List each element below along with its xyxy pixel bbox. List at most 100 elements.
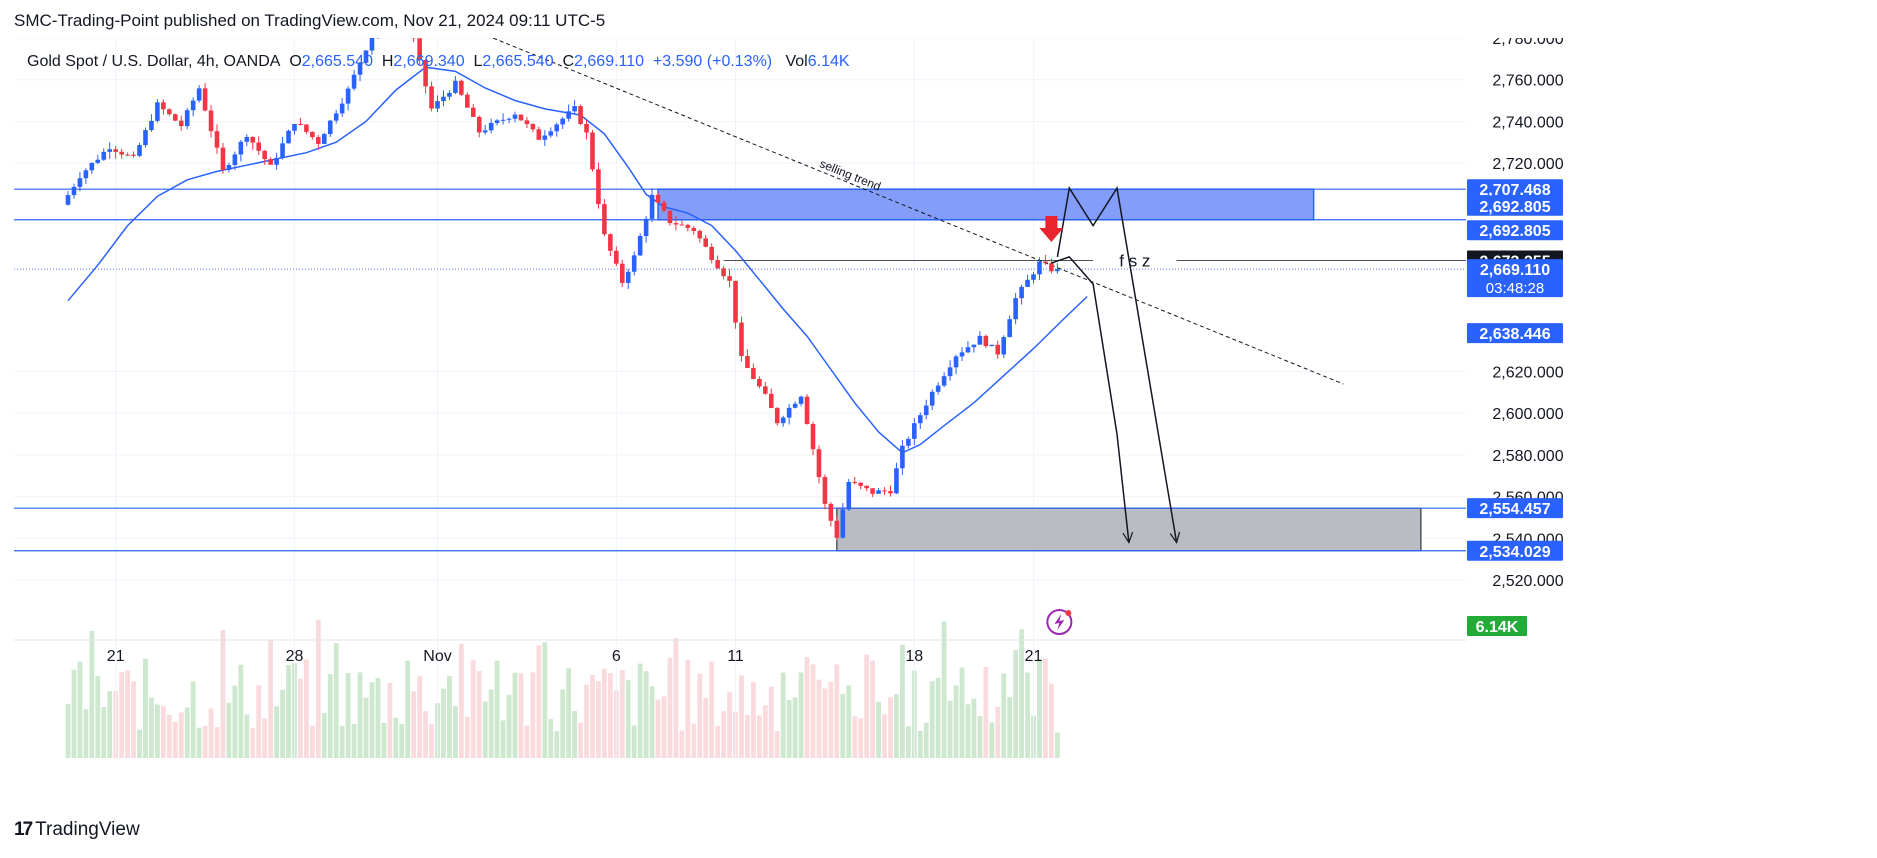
- chart-svg[interactable]: f s z selling trend 21 28 Nov 6 11 18 21 2,780.00…: [14, 11, 1877, 805]
- volume-bar: [280, 689, 285, 758]
- candle-body: [95, 159, 101, 163]
- legend-high-value: 2,669.340: [393, 53, 465, 70]
- volume-bar: [166, 714, 172, 758]
- volume-bar: [554, 731, 560, 758]
- volume-bar: [119, 672, 125, 758]
- volume-bar: [387, 682, 393, 758]
- candle-body: [530, 124, 536, 130]
- tradingview-brand[interactable]: 17 TradingView: [14, 819, 140, 841]
- candle-body: [864, 485, 869, 489]
- volume-bar: [77, 661, 83, 758]
- candle-body: [858, 482, 863, 486]
- legend-close-value: 2,669.110: [574, 53, 645, 70]
- candle-body: [768, 393, 774, 408]
- volume-bar: [315, 619, 321, 758]
- volume-bar: [941, 621, 947, 758]
- volume-bar: [661, 696, 667, 758]
- selling-trendline[interactable]: [467, 27, 1344, 385]
- volume-bar: [590, 675, 595, 758]
- projection-path-1[interactable]: [1051, 256, 1130, 543]
- candle-body: [137, 145, 142, 156]
- volume-bar: [482, 701, 488, 758]
- candle-body: [89, 162, 95, 171]
- volume-bar: [923, 722, 929, 758]
- candle-body: [292, 123, 297, 131]
- volume-bar: [83, 709, 89, 758]
- volume-bar: [381, 722, 387, 758]
- volume-bar: [375, 678, 381, 758]
- candle-body: [131, 154, 136, 156]
- volume-bar: [989, 722, 995, 758]
- candle-body: [232, 154, 238, 166]
- candle-body: [107, 149, 113, 152]
- x-tick-label: 21: [107, 648, 125, 665]
- candle-body: [727, 276, 732, 281]
- legend-high-label: H: [381, 53, 394, 70]
- candle-body: [536, 129, 542, 140]
- volume-bar: [453, 706, 458, 758]
- candle-body: [691, 227, 697, 231]
- candle-body: [792, 403, 798, 408]
- candle-body: [882, 490, 887, 492]
- candle-body: [321, 134, 327, 144]
- x-tick-label: Nov: [423, 648, 451, 665]
- price-tag-level: 2,554.457: [1479, 501, 1550, 518]
- volume-bar: [250, 728, 256, 758]
- candle-body: [316, 137, 321, 144]
- selling-trend-label: selling trend: [818, 156, 883, 193]
- volume-bar: [858, 718, 864, 758]
- volume-bar: [780, 672, 786, 758]
- candle-body: [763, 386, 768, 394]
- candle-body: [214, 131, 220, 148]
- volume-bar: [947, 700, 953, 758]
- candle-body: [369, 35, 375, 51]
- volume-bar: [339, 725, 345, 758]
- legend-low-label: L: [473, 53, 483, 70]
- supply-zone[interactable]: [657, 188, 1315, 221]
- volume-bar: [965, 704, 971, 758]
- projection-path-2[interactable]: [1056, 186, 1178, 543]
- y-tick-label: 2,520.000: [1492, 573, 1563, 590]
- price-tag-level: 2,707.468: [1479, 182, 1550, 199]
- volume-bar: [953, 685, 959, 758]
- volume-bar: [566, 668, 572, 758]
- candle-body: [101, 151, 107, 160]
- candle-body: [250, 136, 256, 143]
- candle-body: [971, 344, 977, 348]
- legend-symbol[interactable]: Gold Spot / U.S. Dollar, 4h, OANDA: [27, 53, 281, 70]
- candle-body: [524, 120, 530, 125]
- volume-bar: [530, 672, 536, 758]
- candle-body: [554, 124, 560, 132]
- demand-zone[interactable]: [836, 507, 1422, 552]
- volume-bar: [220, 629, 226, 758]
- projection-arrowhead: [1169, 531, 1181, 544]
- candle-body: [614, 250, 619, 264]
- volume-bar: [405, 660, 411, 758]
- volume-bar: [631, 725, 637, 758]
- x-tick-label: 28: [286, 648, 304, 665]
- candle-body: [435, 101, 440, 109]
- volume-bar: [751, 682, 756, 758]
- candle-body: [77, 178, 83, 187]
- candle-body: [906, 438, 911, 446]
- volume-bar: [637, 663, 643, 758]
- candle-body: [161, 102, 166, 110]
- candle-body: [876, 490, 881, 494]
- candle-body: [155, 102, 160, 121]
- candle-body: [912, 423, 917, 439]
- volume-bar: [596, 681, 601, 758]
- candle-body: [739, 322, 744, 356]
- candle-body: [935, 385, 941, 392]
- volume-bar: [286, 665, 291, 758]
- volume-bar: [1001, 673, 1007, 758]
- candle-body: [733, 280, 738, 323]
- candle-body: [709, 246, 714, 261]
- candle-body: [995, 344, 1001, 355]
- volume-bar: [137, 729, 142, 758]
- y-tick-label: 2,600.000: [1492, 406, 1563, 423]
- candle-body: [488, 123, 494, 131]
- volume-bar: [715, 725, 721, 758]
- candle-body: [125, 154, 130, 156]
- volume-bar: [417, 675, 423, 758]
- price-chart[interactable]: f s z selling trend 21 28 Nov 6 11 18 21 2,780.00…: [14, 11, 1877, 805]
